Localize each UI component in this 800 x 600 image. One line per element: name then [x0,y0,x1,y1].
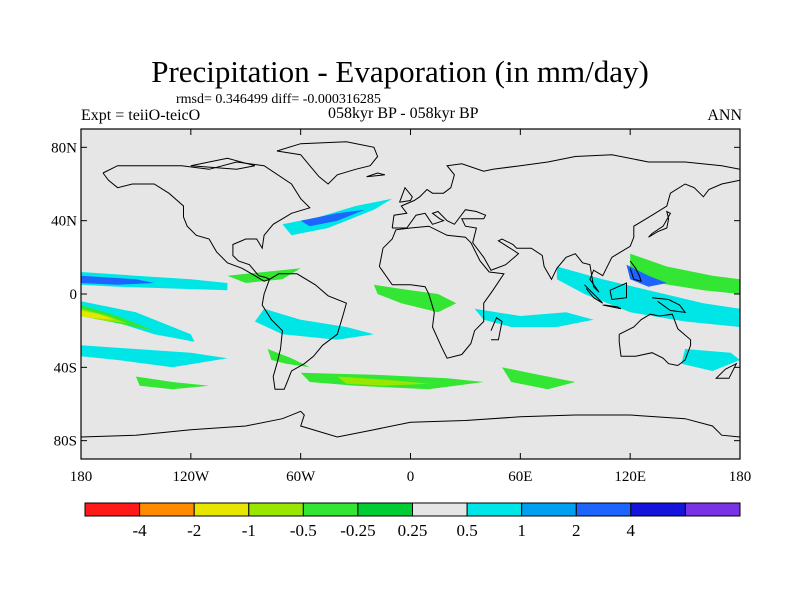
coastline [392,179,740,293]
anomaly-patch [630,253,740,294]
colorbar-label: 0.25 [398,521,428,540]
lat-tick-label: 0 [70,287,78,303]
period-label: 058kyr BP - 058kyr BP [328,105,479,122]
anomaly-patch [81,272,228,291]
colorbar-label: 2 [572,521,581,540]
anomaly-patch [681,349,740,371]
coastline [366,172,386,178]
anomaly-patch [81,275,155,285]
lon-tick-label: 120E [614,469,646,485]
colorbar-label: -1 [242,521,256,540]
coastline [648,210,672,238]
lon-tick-label: 60W [286,469,316,485]
colorbar-label: 4 [627,521,636,540]
coastline [399,186,413,203]
anomaly-layer [81,198,740,390]
colorbar-swatch [193,502,250,517]
lon-tick-label: 180 [70,469,93,485]
anomaly-patch [267,349,310,368]
anomaly-patch [227,268,301,283]
anomaly-patch [81,301,195,342]
lat-tick-label: 40S [54,360,77,376]
lon-tick-label: 0 [407,469,415,485]
coastline [584,284,604,304]
coastline [261,273,348,390]
coastline [102,161,311,282]
colorbar-label: -4 [133,521,148,540]
colorbar-swatch [630,502,686,517]
lon-tick-label: 60E [508,469,532,485]
coastline [652,297,687,313]
colorbar-swatch [575,502,632,517]
colorbar-label: -0.5 [290,521,317,540]
anomaly-patch [254,308,374,340]
colorbar-swatch [684,502,741,517]
colorbar-label: -0.25 [340,521,375,540]
anomaly-patch [337,376,429,386]
colorbar: -4 -2 -1 -0.5 -0.25 0.25 0.5 1 2 4 [84,502,741,540]
colorbar-label: 1 [517,521,526,540]
colorbar-swatch [521,502,577,517]
coastline [190,157,256,170]
anomaly-patch [556,266,740,327]
coastline [629,260,642,282]
longitude-axis: 180 120W 60W 0 60E 120E 180 [70,129,752,485]
stats-line: rmsd= 0.346499 diff= -0.000316285 [176,92,381,107]
coastline [609,282,627,301]
lat-tick-label: 80N [51,140,77,156]
anomaly-patch [474,308,594,327]
coastline [602,304,622,310]
colorbar-swatch [248,502,304,517]
colorbar-label: -2 [187,521,201,540]
anomaly-patch [81,310,114,320]
colorbar-label: 0.5 [456,521,477,540]
coastline [490,317,503,341]
anomaly-patch [300,209,365,227]
anomaly-patch [81,345,228,368]
coastline [81,410,740,438]
colorbar-swatch [412,502,468,517]
experiment-label: Expt = teiiO-teicO [81,107,201,124]
colorbar-swatch [302,502,359,517]
colorbar-swatch [357,502,413,517]
coastline [618,313,692,367]
anomaly-patch [373,284,457,313]
lat-tick-label: 80S [54,434,77,450]
anomaly-patch [135,376,210,390]
coastline [391,154,740,229]
coastline [276,141,379,185]
lon-tick-label: 120W [172,469,210,485]
coastline [378,225,505,359]
colorbar-swatch [84,502,141,517]
lon-tick-label: 180 [729,469,752,485]
map-title: Precipitation - Evaporation (in mm/day) [151,54,649,89]
anomaly-patch [502,367,576,390]
coastline [714,362,738,379]
latitude-axis: 80N 40N 0 40S 80S [51,140,740,450]
colorbar-swatch [466,502,523,517]
anomaly-patch [81,305,155,331]
lat-tick-label: 40N [51,214,77,230]
coastline-layer [81,141,740,438]
season-label: ANN [707,107,742,124]
colorbar-swatch [139,502,195,517]
